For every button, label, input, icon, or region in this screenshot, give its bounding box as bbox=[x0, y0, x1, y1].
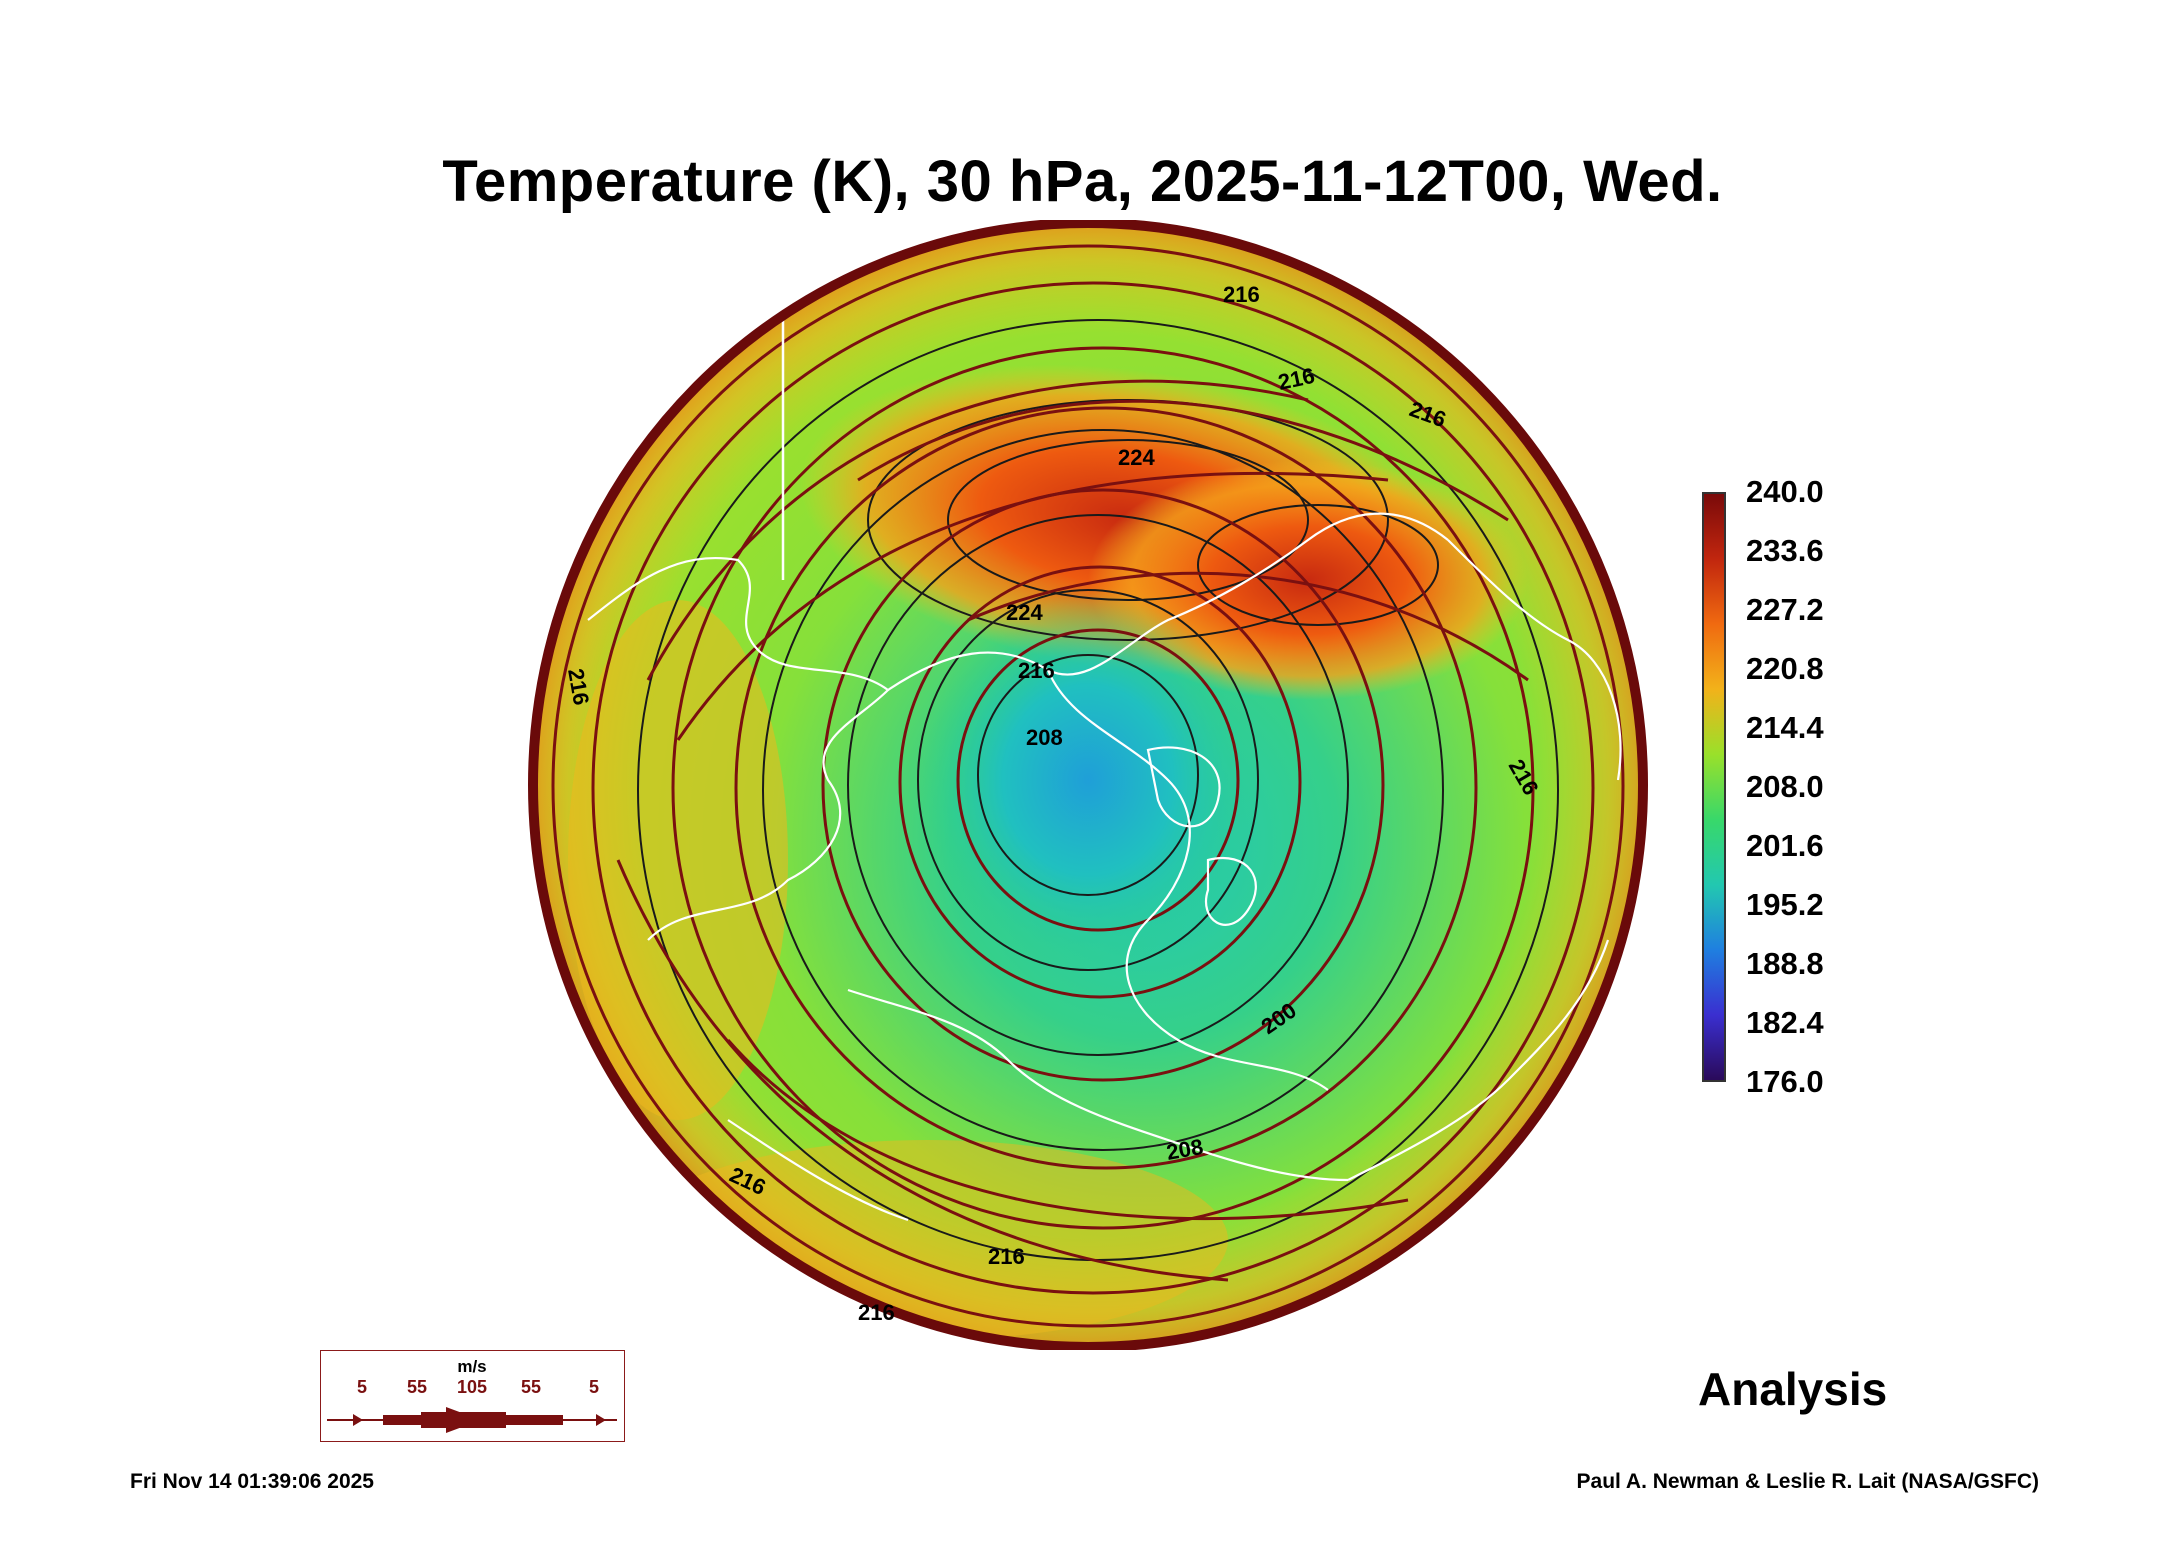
colorbar-tick-label: 188.8 bbox=[1746, 946, 1824, 981]
polar-map: 216 216 216 224 224 216 208 216 216 200 … bbox=[528, 220, 1648, 1350]
contour-label: 224 bbox=[1006, 600, 1043, 625]
contour-label: 216 bbox=[988, 1244, 1025, 1269]
legend-speed: 105 bbox=[456, 1377, 488, 1397]
legend-unit: m/s bbox=[457, 1357, 487, 1376]
colorbar-tick-label: 227.2 bbox=[1746, 592, 1824, 627]
wind-speed-legend-svg bbox=[327, 1407, 617, 1433]
contour-label: 224 bbox=[1118, 445, 1155, 470]
colorbar bbox=[1702, 492, 1726, 1082]
colorbar-tick-label: 214.4 bbox=[1746, 710, 1824, 745]
colorbar-tick-label: 208.0 bbox=[1746, 769, 1824, 804]
colorbar-tick-label: 240.0 bbox=[1746, 474, 1824, 509]
colorbar-tick-label: 176.0 bbox=[1746, 1064, 1824, 1099]
contour-label: 216 bbox=[1223, 282, 1260, 307]
analysis-label: Analysis bbox=[1698, 1363, 1888, 1415]
contour-label: 216 bbox=[1018, 658, 1055, 683]
credit: Paul A. Newman & Leslie R. Lait (NASA/GS… bbox=[1576, 1470, 2039, 1493]
contour-label: 216 bbox=[858, 1300, 895, 1325]
colorbar-tick-label: 233.6 bbox=[1746, 533, 1824, 568]
legend-speed: 5 bbox=[356, 1377, 368, 1397]
polar-map-svg: 216 216 216 224 224 216 208 216 216 200 … bbox=[528, 220, 1648, 1350]
legend-speed: 55 bbox=[406, 1377, 428, 1397]
colorbar-labels: 240.0 233.6 227.2 220.8 214.4 208.0 201.6 195.2… bbox=[1746, 472, 1886, 1112]
colorbar-tick-label: 182.4 bbox=[1746, 1005, 1824, 1040]
colorbar-tick-label: 201.6 bbox=[1746, 828, 1824, 863]
chart-title: Temperature (K), 30 hPa, 2025-11-12T00, … bbox=[442, 149, 1723, 214]
contour-label: 208 bbox=[1026, 725, 1063, 750]
legend-speed: 55 bbox=[520, 1377, 542, 1397]
wind-streamlines bbox=[551, 244, 1625, 1328]
colorbar-tick-label: 220.8 bbox=[1746, 651, 1824, 686]
wind-speed-legend: m/s 5 55 105 55 5 bbox=[320, 1350, 625, 1442]
legend-speed: 5 bbox=[588, 1377, 600, 1397]
contour-label-group: 216 216 216 224 224 216 208 216 216 200 … bbox=[563, 282, 1544, 1325]
timestamp: Fri Nov 14 01:39:06 2025 bbox=[130, 1470, 374, 1493]
coastlines bbox=[587, 512, 1622, 1222]
colorbar-tick-label: 195.2 bbox=[1746, 887, 1824, 922]
globe-rim bbox=[528, 220, 1648, 1350]
